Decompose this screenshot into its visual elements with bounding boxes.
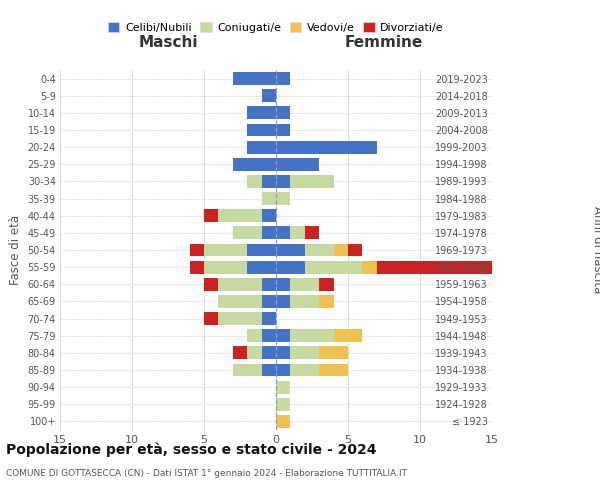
Bar [262,295,276,308]
Bar [247,124,276,136]
Bar [247,330,262,342]
Bar [247,106,276,120]
Bar [233,364,262,376]
Bar [262,312,276,325]
Bar [377,260,521,274]
Bar [290,278,319,290]
Bar [262,278,276,290]
Bar [334,244,348,256]
Bar [276,244,305,256]
Bar [233,226,262,239]
Bar [204,278,218,290]
Bar [290,295,319,308]
Bar [204,260,247,274]
Bar [247,175,262,188]
Bar [305,260,362,274]
Bar [290,330,334,342]
Bar [276,72,290,85]
Bar [262,192,276,205]
Bar [276,364,290,376]
Bar [276,415,290,428]
Bar [262,346,276,360]
Bar [276,226,290,239]
Bar [319,295,334,308]
Bar [276,140,377,153]
Bar [276,278,290,290]
Bar [290,364,319,376]
Bar [262,226,276,239]
Bar [247,140,276,153]
Bar [305,226,319,239]
Bar [233,72,276,85]
Bar [262,364,276,376]
Bar [247,260,276,274]
Bar [276,175,290,188]
Bar [319,278,334,290]
Bar [233,346,247,360]
Bar [247,346,262,360]
Text: COMUNE DI GOTTASECCA (CN) - Dati ISTAT 1° gennaio 2024 - Elaborazione TUTTITALIA: COMUNE DI GOTTASECCA (CN) - Dati ISTAT 1… [6,469,407,478]
Bar [247,244,276,256]
Bar [276,158,319,170]
Bar [319,364,348,376]
Bar [190,244,204,256]
Bar [262,90,276,102]
Text: Anni di nascita: Anni di nascita [590,206,600,294]
Bar [276,192,290,205]
Bar [276,330,290,342]
Bar [204,312,218,325]
Bar [290,175,334,188]
Bar [290,346,319,360]
Bar [276,295,290,308]
Bar [276,346,290,360]
Bar [319,346,348,360]
Text: Femmine: Femmine [345,35,423,50]
Bar [262,210,276,222]
Text: Maschi: Maschi [138,35,198,50]
Bar [190,260,204,274]
Bar [276,106,290,120]
Bar [218,312,262,325]
Bar [218,295,262,308]
Bar [305,244,334,256]
Bar [290,226,305,239]
Bar [218,210,262,222]
Bar [276,260,305,274]
Bar [262,330,276,342]
Bar [233,158,276,170]
Bar [348,244,362,256]
Y-axis label: Fasce di età: Fasce di età [9,215,22,285]
Bar [362,260,377,274]
Bar [334,330,362,342]
Bar [276,380,290,394]
Legend: Celibi/Nubili, Coniugati/e, Vedovi/e, Divorziati/e: Celibi/Nubili, Coniugati/e, Vedovi/e, Di… [104,18,448,38]
Bar [276,124,290,136]
Bar [218,278,262,290]
Text: Popolazione per età, sesso e stato civile - 2024: Popolazione per età, sesso e stato civil… [6,442,377,457]
Bar [276,398,290,410]
Bar [204,210,218,222]
Bar [204,244,247,256]
Bar [262,175,276,188]
